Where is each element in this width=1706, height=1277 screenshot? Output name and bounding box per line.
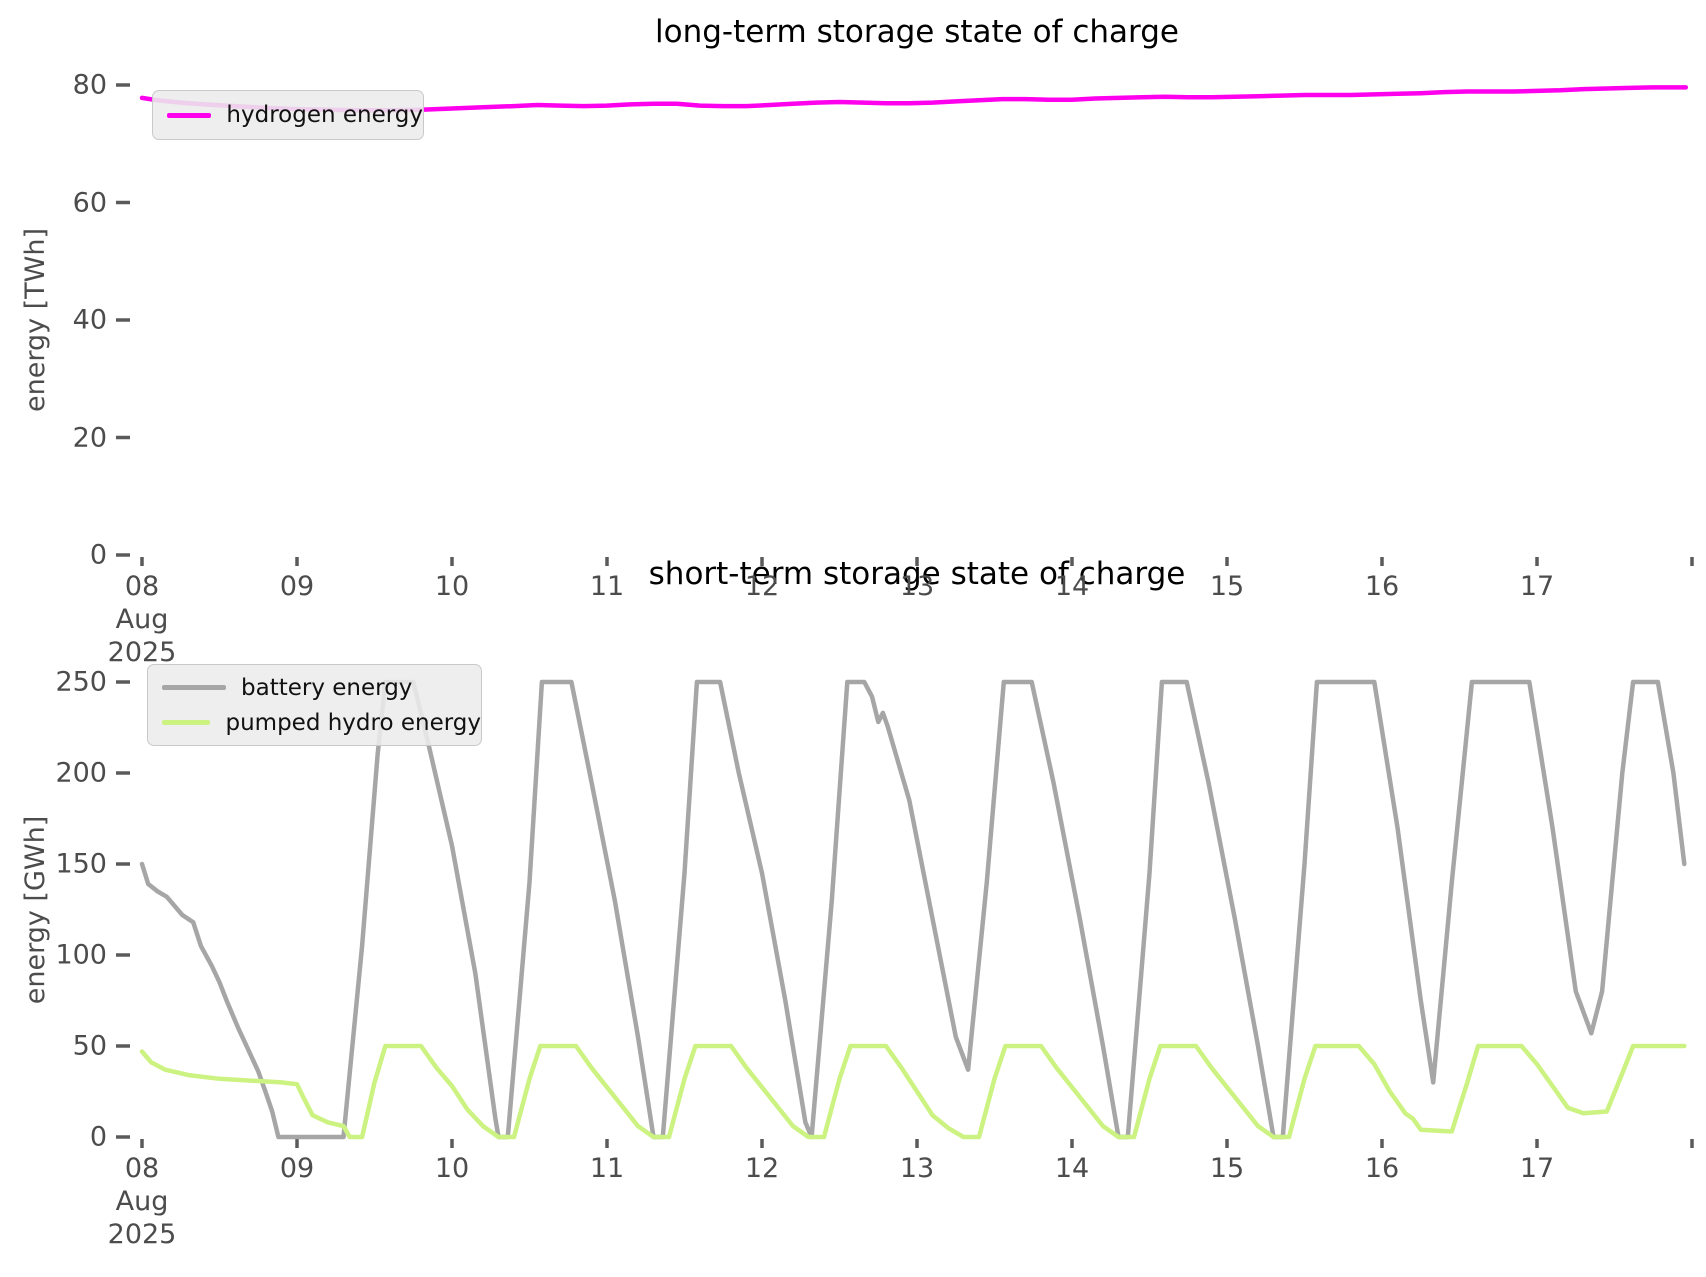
x-tick-label: 08 <box>124 1153 160 1184</box>
pumped-hydro-energy-line <box>139 1043 1687 1140</box>
y-tick-label: 250 <box>55 666 107 698</box>
x-tick-label: 09 <box>279 1153 315 1184</box>
legend-label-pumped-hydro-energy: pumped hydro energy <box>225 709 481 736</box>
y-tick-label: 40 <box>72 304 107 336</box>
x-tick-label: 14 <box>1054 571 1090 602</box>
x-tick-label: 14 <box>1054 1153 1090 1184</box>
y-tick-label: 0 <box>89 1121 107 1153</box>
x-tick-label: 15 <box>1209 571 1245 602</box>
y-tick-label: 60 <box>72 187 107 218</box>
y-tick-label: 80 <box>72 69 107 101</box>
long-term-legend: hydrogen energy <box>152 90 424 140</box>
battery-line-swatch <box>162 685 226 690</box>
battery-energy-line <box>139 679 1687 1140</box>
x-tick-label: 13 <box>899 1153 935 1184</box>
x-tick-label: 13 <box>899 571 935 602</box>
x-tick-label: 12 <box>744 571 780 602</box>
x-tick-label: 10 <box>434 1153 470 1184</box>
legend-item-pumped-hydro-energy: pumped hydro energy <box>148 710 481 736</box>
legend-label-battery-energy: battery energy <box>241 674 413 701</box>
long-term-y-axis-label: energy [TWh] <box>20 227 51 413</box>
x-tick-label: 09 <box>279 571 315 602</box>
y-tick-label: 100 <box>55 939 107 971</box>
pumped-hydro-line-swatch <box>162 720 211 725</box>
x-tick-label: 16 <box>1364 571 1400 602</box>
x-tick-label: 08 <box>124 571 160 602</box>
x-axis-sublabel: Aug <box>115 1186 169 1217</box>
long-term-chart-title: long-term storage state of charge <box>655 14 1179 50</box>
x-axis-sublabel: Aug <box>115 604 169 635</box>
x-tick-label: 16 <box>1364 1153 1400 1184</box>
x-tick-label: 11 <box>589 1153 625 1184</box>
x-tick-label: 15 <box>1209 1153 1245 1184</box>
x-tick-label: 17 <box>1519 1153 1555 1184</box>
legend-item-hydrogen-energy: hydrogen energy <box>153 102 423 128</box>
x-tick-label: 11 <box>589 571 625 602</box>
x-tick-label: 17 <box>1519 571 1555 602</box>
y-tick-label: 200 <box>55 757 107 789</box>
short-term-legend: battery energy pumped hydro energy <box>147 664 482 746</box>
x-axis-sublabel: 2025 <box>107 637 177 668</box>
x-tick-label: 12 <box>744 1153 780 1184</box>
y-tick-label: 150 <box>55 848 107 880</box>
hydrogen-line-swatch <box>167 112 212 118</box>
legend-item-battery-energy: battery energy <box>148 675 481 701</box>
legend-label-hydrogen-energy: hydrogen energy <box>226 102 423 128</box>
y-tick-label: 0 <box>89 539 107 571</box>
y-tick-label: 50 <box>72 1030 107 1062</box>
short-term-y-axis-label: energy [GWh] <box>20 815 51 1005</box>
short-term-chart-title: short-term storage state of charge <box>648 556 1186 592</box>
y-tick-label: 20 <box>72 422 107 453</box>
axis-ticks-layer <box>116 83 1694 1148</box>
x-tick-label: 10 <box>434 571 470 602</box>
x-axis-sublabel: 2025 <box>107 1219 177 1250</box>
series-lines-layer <box>139 85 1689 1140</box>
hydrogen-energy-line <box>139 85 1689 113</box>
